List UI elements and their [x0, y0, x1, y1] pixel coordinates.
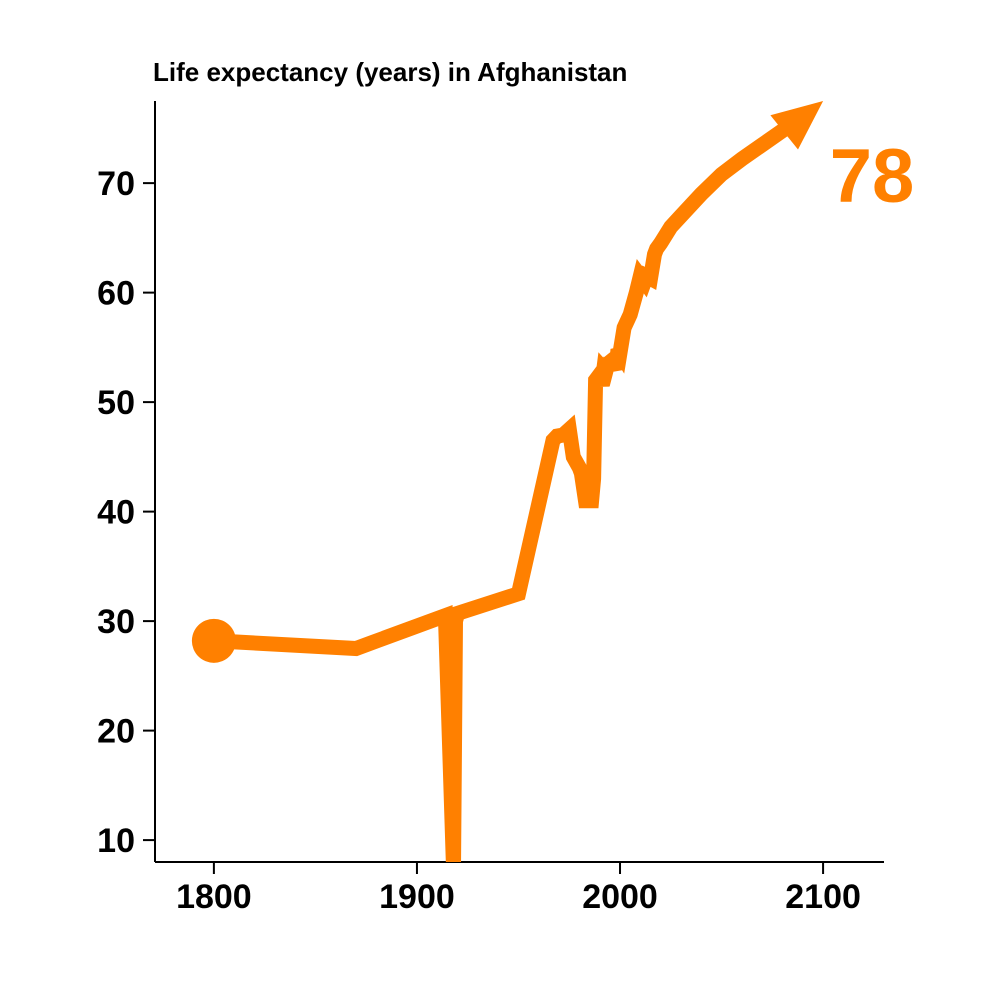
x-tick-label-1900: 1900: [379, 878, 455, 916]
end-arrowhead: [770, 101, 824, 150]
axis-ticks: 10 20 30 40 50 60 70 1800 1900 2000 2100: [97, 165, 861, 916]
y-tick-label-60: 60: [97, 275, 135, 313]
plot-area: [191, 101, 824, 862]
x-tick-label-2100: 2100: [785, 878, 861, 916]
x-tick-label-2000: 2000: [582, 878, 658, 916]
y-tick-label-10: 10: [97, 822, 135, 860]
start-point-marker: [191, 618, 236, 663]
chart-title: Life expectancy (years) in Afghanistan: [153, 57, 627, 87]
y-tick-label-50: 50: [97, 384, 135, 422]
series-line: [213, 111, 808, 862]
y-tick-label-70: 70: [97, 165, 135, 203]
end-value-label: 78: [830, 134, 915, 219]
y-tick-label-20: 20: [97, 713, 135, 751]
x-tick-label-1800: 1800: [176, 878, 252, 916]
y-tick-label-40: 40: [97, 494, 135, 532]
y-tick-label-30: 30: [97, 603, 135, 641]
